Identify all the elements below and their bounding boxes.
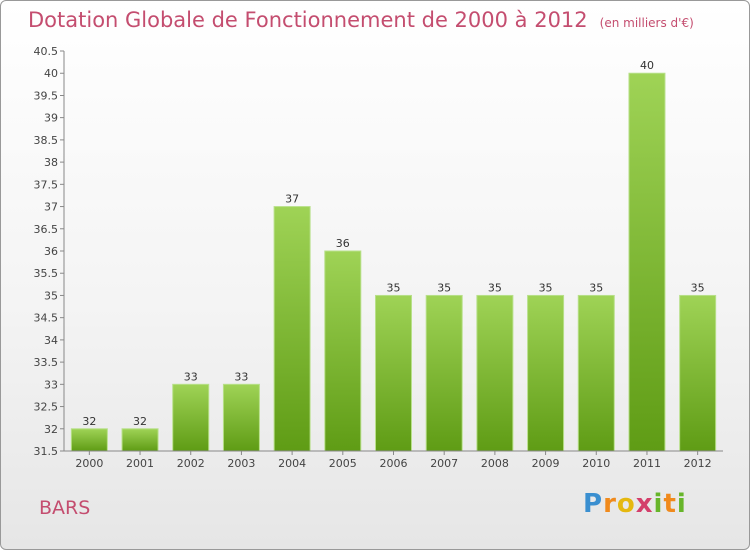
commune-name: BARS	[39, 497, 91, 519]
proxiti-logo[interactable]: Proxiti	[583, 489, 687, 519]
x-tick-label: 2004	[278, 457, 306, 470]
y-tick-label: 35	[44, 289, 58, 302]
y-tick-label: 40	[44, 67, 58, 80]
bar-value-label: 37	[285, 193, 299, 206]
y-tick-label: 40.5	[34, 45, 59, 58]
bar-2011	[628, 72, 666, 452]
y-tick-label: 39	[44, 112, 58, 125]
y-tick-label: 39.5	[34, 89, 59, 102]
y-tick-label: 38	[44, 156, 58, 169]
bar-value-label: 35	[437, 281, 451, 294]
x-tick-label: 2009	[532, 457, 560, 470]
x-tick-label: 2002	[177, 457, 205, 470]
axes-group: 31.5 32 32.5 33 33.5 34 34.5 35 35.5 36 36.5 37 37.5…	[34, 45, 723, 470]
bar-2005	[324, 250, 362, 452]
y-tick-label: 32	[44, 423, 58, 436]
x-tick-label: 2007	[430, 457, 458, 470]
bar-2012	[679, 294, 717, 452]
bar-value-label: 32	[133, 415, 147, 428]
bar-value-label: 35	[387, 281, 401, 294]
bar-value-label: 35	[691, 281, 705, 294]
bar-2007	[425, 294, 463, 452]
x-tick-label: 2001	[126, 457, 154, 470]
y-tick-label: 33.5	[34, 356, 59, 369]
bar-2009	[527, 294, 565, 452]
bar-value-label: 32	[82, 415, 96, 428]
y-tick-label: 37	[44, 201, 58, 214]
y-tick-label: 33	[44, 378, 58, 391]
y-tick-label: 37.5	[34, 178, 59, 191]
x-tick-label: 2000	[75, 457, 103, 470]
x-tick-label: 2011	[633, 457, 661, 470]
y-tick-label: 32.5	[34, 401, 59, 414]
x-tick-label: 2008	[481, 457, 509, 470]
chart-subtitle: (en milliers d'€)	[599, 16, 694, 30]
x-tick-label: 2005	[329, 457, 357, 470]
bar-value-label: 35	[539, 281, 553, 294]
bar-2006	[375, 294, 412, 452]
y-tick-label: 31.5	[34, 445, 59, 458]
bar-2010	[577, 294, 615, 452]
chart-title: Dotation Globale de Fonctionnement de 20…	[28, 8, 588, 32]
bar-value-label: 33	[234, 370, 248, 383]
y-tick-label: 36	[44, 245, 58, 258]
chart-title-block: Dotation Globale de Fonctionnement de 20…	[28, 8, 694, 32]
bar-2002	[172, 383, 210, 452]
bar-value-label: 36	[336, 237, 350, 250]
bar-value-label: 33	[184, 370, 198, 383]
bar-2003	[222, 383, 260, 452]
bars-group: 32 32 33 33 37 36 35 35 35 35 35 40 35	[70, 59, 717, 452]
x-tick-label: 2006	[380, 457, 408, 470]
bar-2000	[70, 428, 108, 452]
x-tick-label: 2010	[582, 457, 610, 470]
x-tick-label: 2003	[227, 457, 255, 470]
y-tick-label: 34	[44, 334, 58, 347]
bar-2001	[121, 428, 159, 452]
bar-2008	[476, 294, 514, 452]
bar-value-label: 35	[488, 281, 502, 294]
y-tick-label: 36.5	[34, 223, 59, 236]
bar-value-label: 40	[640, 59, 654, 72]
bar-2004	[273, 206, 311, 452]
y-tick-label: 38.5	[34, 134, 59, 147]
y-tick-label: 34.5	[34, 312, 59, 325]
bar-value-label: 35	[589, 281, 603, 294]
y-tick-label: 35.5	[34, 267, 59, 280]
x-tick-label: 2012	[684, 457, 712, 470]
